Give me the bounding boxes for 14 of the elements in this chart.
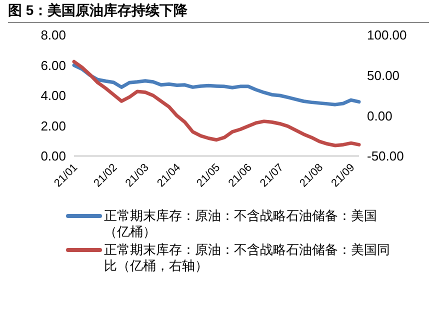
y2-tick-label: 0.00 <box>367 108 392 124</box>
y2-tick-label: -50.00 <box>367 148 404 164</box>
y-tick-label: 8.00 <box>40 28 66 43</box>
y-tick-label: 0.00 <box>40 148 66 164</box>
line-series <box>72 60 361 148</box>
y-tick-label: 4.00 <box>40 88 66 104</box>
y2-tick-label: 50.00 <box>367 68 400 83</box>
y2-tick-label: 100.00 <box>367 28 407 43</box>
y-tick-label: 6.00 <box>40 58 66 73</box>
legend-label: 正常期末库存：原油：不含战略石油储备：美国（亿桶） <box>104 208 378 240</box>
y-tick-label: 2.00 <box>40 118 66 134</box>
legend-label: 正常期末库存：原油：不含战略石油储备：美国同比（亿桶，右轴） <box>104 242 391 274</box>
chart-title: 图 5：美国原油库存持续下降 <box>8 2 429 23</box>
line-series <box>72 64 361 106</box>
